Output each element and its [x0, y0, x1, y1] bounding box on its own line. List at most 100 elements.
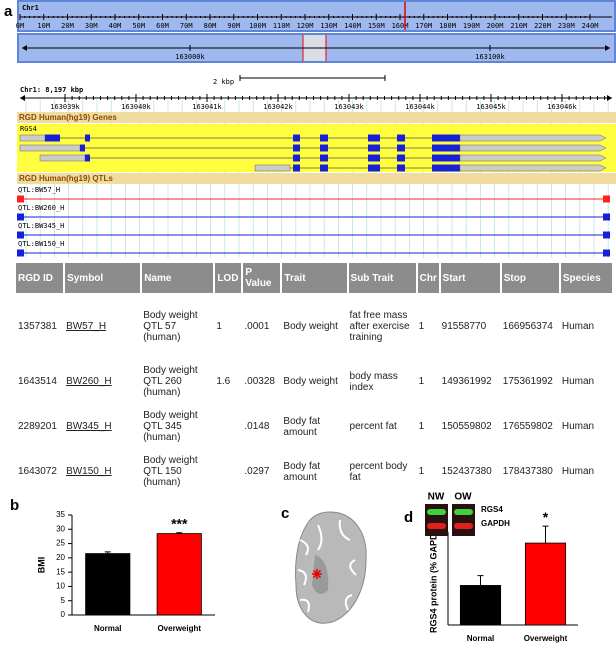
chrom-tick-label: 50M [132, 22, 145, 30]
table-cell: Human [561, 466, 595, 477]
chrom-tick-label: 90M [227, 22, 240, 30]
error-bar [176, 532, 183, 534]
qtl-label: QTL:BW150_H [18, 240, 64, 248]
chrom-tick-label: 190M [463, 22, 480, 30]
table-row: 2289201 BW345_H Body weight QTL 345 (human… [16, 404, 613, 449]
chrom-tick-label: 40M [109, 22, 122, 30]
region-tick-label: 163045k [476, 103, 506, 111]
exon [45, 134, 60, 142]
utr [39, 154, 86, 162]
exon [320, 144, 328, 152]
blot-row-label: GAPDH [481, 519, 510, 528]
y-tick-label: 0 [61, 610, 66, 619]
exon [432, 144, 460, 152]
x-tick-label: Overweight [524, 634, 568, 643]
header-cell: Stop [500, 263, 561, 293]
table-cell: fat free mass after exercise training [349, 309, 410, 343]
track-title: RGD Human(hg19) QTLs [19, 174, 113, 183]
exon [85, 154, 90, 162]
table-cell: Body weight QTL 260 (human) [143, 365, 198, 398]
table-cell: .0148 [244, 421, 270, 432]
qtl-table: RGD ID Symbol Name LOD P Value Trait Sub Trait… [16, 263, 615, 494]
qtl-label: QTL:BW57_H [18, 186, 60, 194]
blot-band [427, 509, 446, 515]
table-cell: Body fat amount [283, 415, 321, 438]
utr [254, 164, 291, 172]
chrom-tick-label: 120M [297, 22, 314, 30]
header-cell: Sub Trait [347, 263, 418, 293]
table-cell: Body weight [283, 376, 338, 387]
header-cell: LOD [214, 263, 244, 293]
error-bar [104, 551, 111, 554]
error-bar [542, 525, 549, 544]
zoom-tick-label: 163000k [175, 53, 205, 61]
significance: * [543, 509, 549, 525]
table-cell: 2289201 [18, 421, 57, 432]
bar [156, 533, 202, 616]
blot-label: OW [454, 492, 472, 503]
header-cell: RGD ID [16, 263, 66, 293]
chrom-tick-label: 70M [180, 22, 193, 30]
utr-3 [459, 134, 607, 142]
scale-label: 2 kbp [213, 78, 234, 86]
table-cell: 1643514 [18, 376, 57, 387]
chrom-tick-label: 210M [510, 22, 527, 30]
x-tick-label: Normal [467, 634, 495, 643]
table-cell: 176559802 [502, 421, 553, 432]
chrom-tick-label: 180M [439, 22, 456, 30]
error-bar [477, 575, 484, 586]
brain-section [295, 511, 367, 624]
exon [432, 164, 460, 172]
table-cell: Body weight QTL 345 (human) [143, 410, 198, 443]
table-cell: 166956374 [502, 320, 553, 332]
table-cell: percent fat [349, 421, 397, 432]
table-cell: .0297 [244, 466, 270, 477]
header-cell: Symbol [64, 263, 143, 293]
region-tick-label: 163039k [50, 103, 80, 111]
symbol-link[interactable]: BW345_H [66, 421, 112, 432]
chrom-name: Chr1 [22, 4, 39, 12]
qtl-end [17, 231, 24, 239]
table-cell: 1.6 [216, 376, 231, 387]
blot [425, 504, 448, 536]
qtl-label: QTL:BW260_H [18, 204, 64, 212]
y-axis-label: BMI [36, 557, 46, 574]
chrom-tick-label: 0M [16, 22, 24, 30]
region-label: Chr1: 8,197 kbp [20, 86, 83, 94]
table-cell: 1 [418, 466, 425, 477]
y-tick-label: 5 [61, 596, 66, 605]
chrom-tick-label: 60M [156, 22, 169, 30]
region-tick-label: 163042k [263, 103, 293, 111]
table-cell: 1 [216, 320, 222, 332]
y-tick-label: 35 [56, 510, 65, 519]
exon [293, 134, 300, 142]
exon [368, 144, 380, 152]
table-cell: 175361992 [502, 376, 553, 387]
bar [459, 585, 502, 626]
y-tick-label: 10 [56, 582, 65, 591]
region-tick-label: 163044k [405, 103, 435, 111]
region-tick-label: 163043k [334, 103, 364, 111]
chrom-tick-label: 230M [558, 22, 575, 30]
table-cell: 1 [418, 320, 425, 332]
qtl-end [603, 249, 610, 257]
header-cell: Trait [281, 263, 349, 293]
table-row: 1643072 BW150_H Body weight QTL 150 (human… [16, 449, 613, 494]
utr-3 [459, 164, 607, 172]
header-cell: P Value [242, 263, 283, 293]
exon [368, 134, 380, 142]
symbol-link[interactable]: BW260_H [66, 376, 112, 387]
table-cell: 1643072 [18, 466, 57, 477]
chrom-tick-label: 110M [273, 22, 290, 30]
qtl-end [17, 213, 24, 221]
scale-bar [239, 75, 386, 81]
table-cell: Body weight QTL 150 (human) [143, 455, 198, 488]
table-cell: 178437380 [502, 466, 553, 477]
panel-label: d [404, 509, 413, 526]
exon [320, 134, 328, 142]
table-cell: .00328 [244, 376, 275, 387]
symbol-link[interactable]: BW57_H [66, 320, 107, 332]
symbol-link[interactable]: BW150_H [66, 466, 112, 477]
track-title: RGD Human(hg19) Genes [19, 113, 117, 122]
table-cell [214, 404, 242, 449]
